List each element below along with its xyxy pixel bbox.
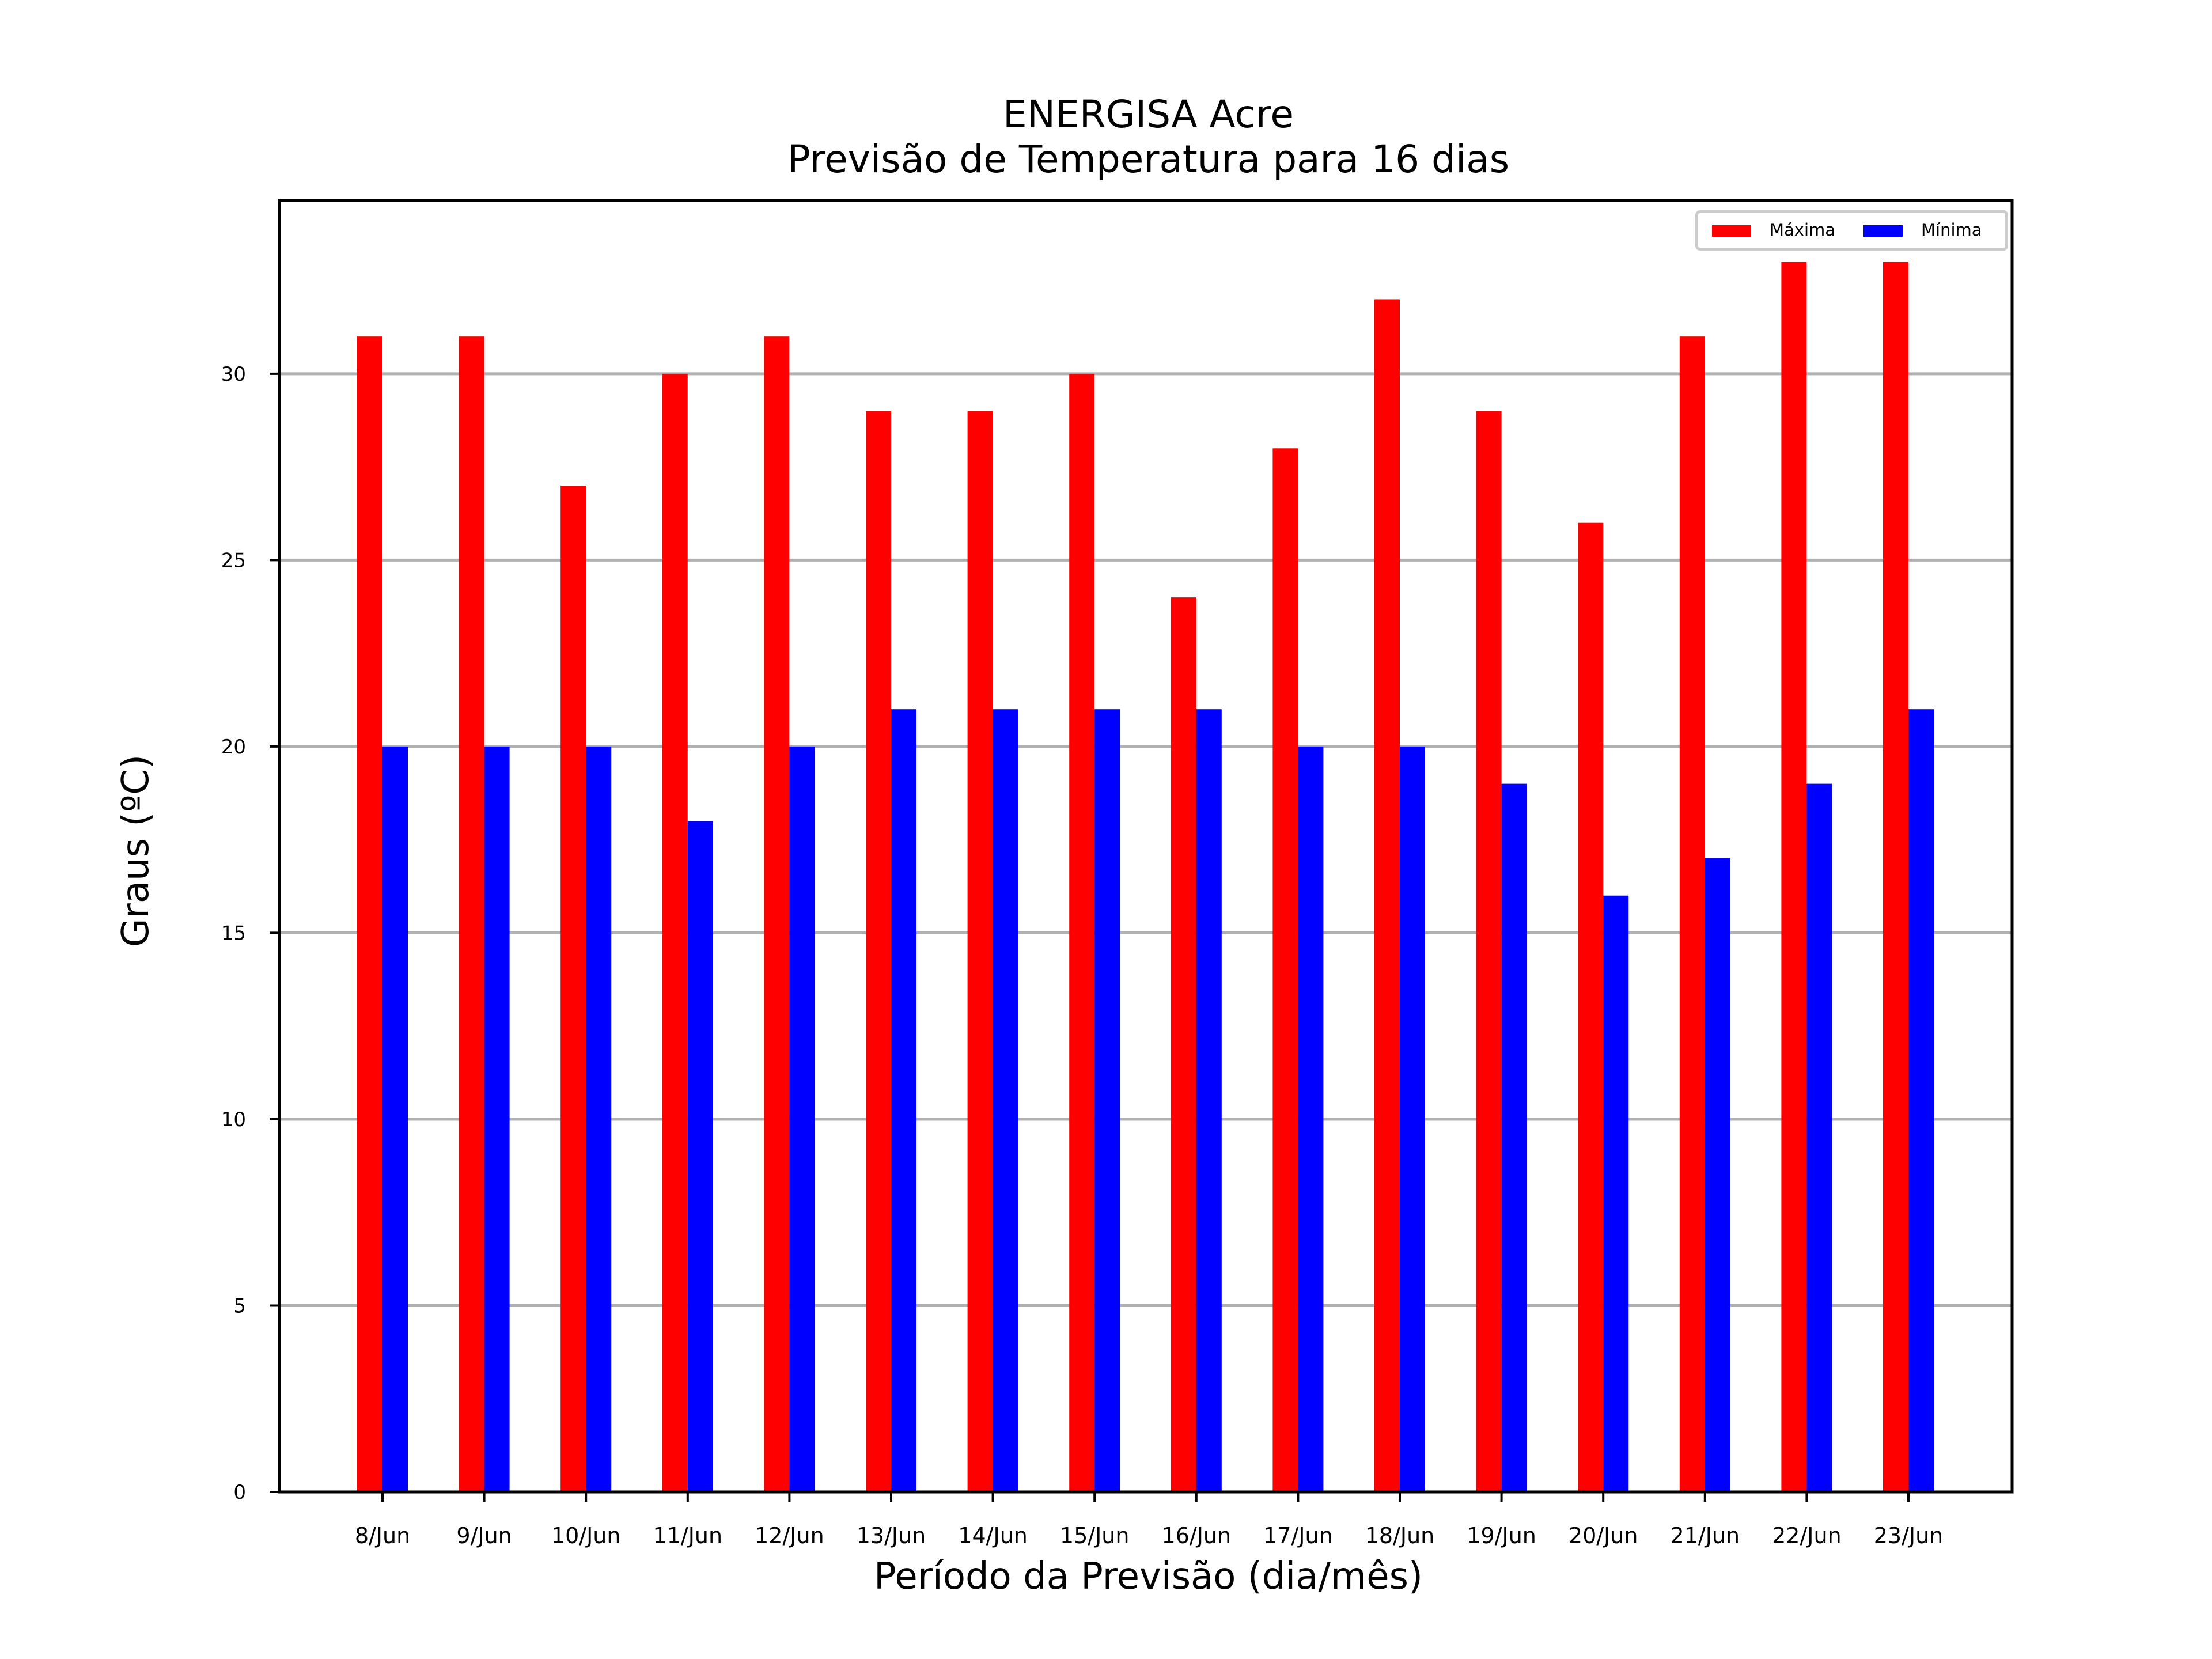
bar-maxima-6	[866, 411, 891, 1492]
y-tick-label: 30	[221, 363, 246, 386]
x-tick-label: 16/Jun	[1162, 1523, 1232, 1548]
chart-subtitle: Previsão de Temperatura para 16 dias	[787, 137, 1510, 181]
bar-minima-13	[1603, 895, 1629, 1492]
x-tick-label: 20/Jun	[1569, 1523, 1638, 1548]
x-tick-label: 13/Jun	[857, 1523, 926, 1548]
bar-maxima-4	[662, 373, 688, 1492]
x-tick-label: 22/Jun	[1772, 1523, 1842, 1548]
y-axis-label: Graus (ºC)	[115, 754, 157, 948]
bar-minima-4	[687, 821, 713, 1492]
bar-minima-1	[382, 746, 408, 1492]
bar-maxima-13	[1578, 522, 1604, 1493]
legend: Máxima Mínima	[1695, 210, 2008, 251]
bar-minima-7	[993, 709, 1018, 1492]
bar-maxima-9	[1171, 597, 1196, 1492]
x-tick-label: 18/Jun	[1365, 1523, 1435, 1548]
x-tick-label: 19/Jun	[1467, 1523, 1536, 1548]
bar-maxima-11	[1374, 299, 1400, 1492]
x-tick-label: 23/Jun	[1874, 1523, 1944, 1548]
bar-minima-11	[1400, 746, 1425, 1492]
bar-minima-15	[1806, 783, 1832, 1492]
bar-maxima-1	[357, 336, 382, 1492]
x-axis-label: Período da Previsão (dia/mês)	[874, 1555, 1423, 1598]
y-tick-label: 20	[221, 736, 246, 759]
bar-minima-12	[1501, 783, 1527, 1492]
bar-minima-8	[1094, 709, 1120, 1492]
bar-minima-14	[1705, 858, 1730, 1492]
bar-maxima-2	[459, 336, 484, 1492]
x-tick-label: 21/Jun	[1671, 1523, 1740, 1548]
bar-minima-3	[586, 746, 612, 1492]
x-tick-label: 12/Jun	[755, 1523, 824, 1548]
legend-label-minima: Mínima	[1921, 220, 1982, 240]
bar-minima-2	[484, 746, 510, 1492]
bar-minima-16	[1908, 709, 1934, 1492]
bar-maxima-10	[1272, 448, 1298, 1492]
x-tick-label: 9/Jun	[456, 1523, 512, 1548]
bar-minima-9	[1196, 709, 1222, 1492]
x-tick-label: 15/Jun	[1060, 1523, 1130, 1548]
bar-maxima-14	[1679, 336, 1705, 1492]
bar-minima-6	[891, 709, 916, 1492]
plot-frame	[278, 199, 2014, 1494]
bar-minima-5	[789, 746, 815, 1492]
bar-maxima-8	[1069, 373, 1095, 1492]
bar-maxima-5	[764, 336, 790, 1492]
bar-minima-10	[1298, 746, 1324, 1492]
legend-swatch-maxima	[1712, 225, 1751, 237]
y-tick-label: 10	[221, 1108, 246, 1131]
y-tick-label: 0	[233, 1481, 246, 1504]
bar-maxima-12	[1476, 411, 1502, 1492]
bar-maxima-16	[1883, 262, 1908, 1492]
y-tick-label: 5	[233, 1294, 246, 1317]
legend-label-maxima: Máxima	[1770, 220, 1836, 240]
x-tick-label: 11/Jun	[653, 1523, 723, 1548]
bar-maxima-7	[967, 411, 993, 1492]
y-tick-label: 25	[221, 549, 246, 572]
x-tick-label: 8/Jun	[355, 1523, 410, 1548]
chart-title: ENERGISA Acre	[1002, 92, 1294, 137]
x-tick-label: 10/Jun	[551, 1523, 621, 1548]
bar-maxima-3	[560, 485, 586, 1492]
y-tick-label: 15	[221, 922, 246, 945]
bar-maxima-15	[1781, 262, 1807, 1492]
legend-swatch-minima	[1863, 225, 1903, 237]
x-tick-label: 14/Jun	[958, 1523, 1028, 1548]
x-tick-label: 17/Jun	[1263, 1523, 1333, 1548]
